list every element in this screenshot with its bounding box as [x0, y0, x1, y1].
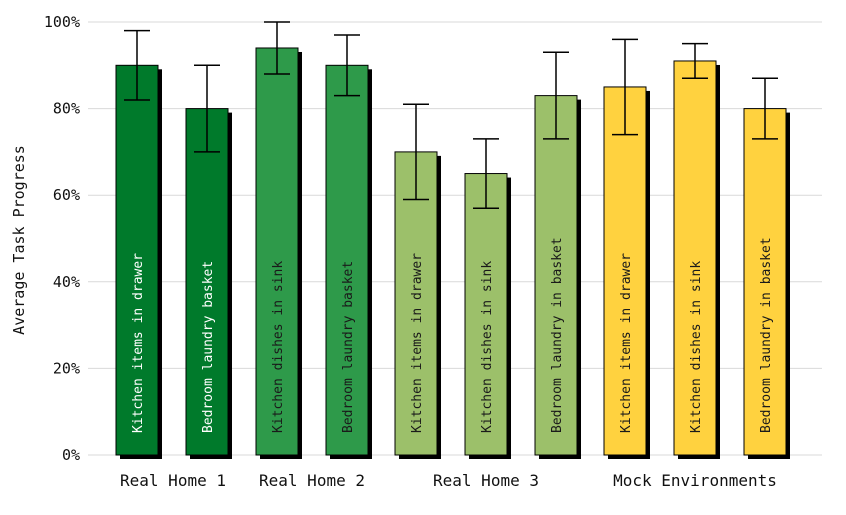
error-bar — [194, 64, 220, 153]
y-axis-ticks: 0% 20% 40% 60% 80% 100% — [44, 13, 80, 464]
bar-rect — [673, 60, 717, 456]
error-bar — [612, 38, 638, 136]
error-bar — [334, 34, 360, 97]
x-group-label: Real Home 3 — [433, 471, 539, 490]
bars: Kitchen items in drawer Bedroom laundry b… — [115, 21, 790, 460]
bar-label: Kitchen items in drawer — [619, 253, 634, 433]
bar-label: Kitchen items in drawer — [131, 253, 146, 433]
bar-rect — [325, 64, 369, 456]
bar-rect — [743, 108, 787, 456]
bar: Bedroom laundry in basket — [534, 51, 581, 460]
y-tick-label: 60% — [53, 186, 80, 204]
bar-rect — [185, 108, 229, 456]
bar: Kitchen dishes in sink — [464, 138, 511, 460]
y-axis-label: Average Task Progress — [10, 145, 28, 335]
bar: Bedroom laundry basket — [325, 34, 372, 460]
y-tick-label: 40% — [53, 273, 80, 291]
error-bar — [264, 21, 290, 75]
error-bar — [543, 51, 569, 140]
bar-label: Kitchen dishes in sink — [480, 261, 495, 433]
x-group-label: Mock Environments — [613, 471, 777, 490]
bar: Kitchen dishes in sink — [255, 21, 302, 459]
bar-label: Bedroom laundry basket — [201, 261, 216, 433]
bar-rect — [394, 151, 438, 456]
y-tick-label: 0% — [62, 446, 80, 464]
bar: Bedroom laundry basket — [185, 64, 232, 459]
error-bar — [752, 77, 778, 140]
bar-rect — [534, 95, 578, 456]
bar-label: Kitchen dishes in sink — [271, 261, 286, 433]
error-bar — [124, 29, 150, 101]
error-bar — [403, 103, 429, 201]
bar-label: Kitchen dishes in sink — [689, 261, 704, 433]
y-tick-label: 20% — [53, 359, 80, 377]
bar: Kitchen items in drawer — [603, 38, 650, 459]
bar-rect — [464, 173, 508, 456]
error-bar — [682, 42, 708, 80]
bar-label: Bedroom laundry basket — [341, 261, 356, 433]
bar: Bedroom laundry in basket — [743, 77, 790, 459]
y-tick-label: 100% — [44, 13, 80, 31]
x-group-label: Real Home 1 — [120, 471, 226, 490]
group-labels: Real Home 1 Real Home 2 Real Home 3 Mock En… — [120, 471, 777, 490]
bar: Kitchen items in drawer — [394, 103, 441, 459]
bar-label: Kitchen items in drawer — [410, 253, 425, 433]
bar-rect — [115, 64, 159, 456]
bar-label: Bedroom laundry in basket — [550, 237, 565, 433]
bar-rect — [603, 86, 647, 456]
bar: Kitchen dishes in sink — [673, 42, 720, 459]
error-bar — [473, 138, 499, 209]
x-group-label: Real Home 2 — [259, 471, 365, 490]
bar: Kitchen items in drawer — [115, 29, 162, 460]
bar-label: Bedroom laundry in basket — [759, 237, 774, 433]
y-tick-label: 80% — [53, 100, 80, 118]
